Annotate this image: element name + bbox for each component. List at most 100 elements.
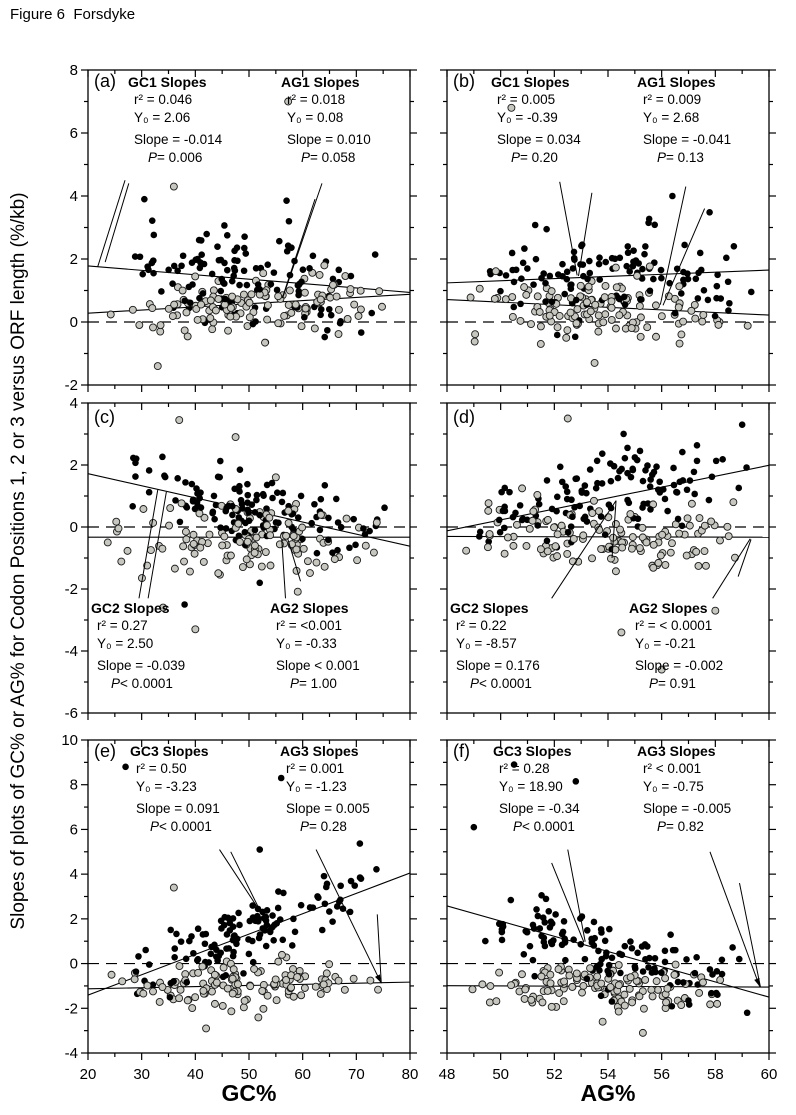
gc1-data-point: [188, 259, 196, 266]
ag1-data-point: [169, 182, 178, 191]
ag2-data-point: [320, 562, 329, 571]
ag3-data-point: [183, 996, 192, 1005]
gc2-data-point: [231, 485, 238, 493]
ag2-data-point: [180, 557, 188, 566]
ag2-data-point: [533, 490, 542, 499]
gc2-data-point: [212, 501, 220, 509]
gc2-data-point: [564, 528, 572, 536]
gc2-data-point: [624, 496, 631, 504]
gc3-data-point: [326, 908, 333, 915]
ag3-data-point: [699, 978, 707, 987]
gc3-data-point: [231, 932, 238, 939]
panel-a-overlay: (a) GC1 Slopes r² = 0.046 Y₀ = 2.06 Slope = …: [88, 70, 410, 385]
gc1-data-point: [639, 265, 646, 273]
gc3-data-point: [617, 969, 624, 977]
x-tick-label: 58: [707, 1066, 724, 1083]
gc1-data-point: [586, 257, 593, 265]
gc2-data-point: [499, 507, 507, 515]
ag2-data-point: [252, 533, 261, 542]
ag1-data-point: [274, 319, 283, 328]
ag2-data-point: [200, 513, 209, 522]
ag2-data-point: [588, 554, 596, 563]
gc2-data-point: [593, 457, 601, 465]
ag2-data-point: [231, 433, 240, 442]
regression-line-gc1: [447, 269, 769, 284]
stats-line: Y₀ = 0.08: [287, 109, 344, 125]
ag2-data-point: [117, 557, 126, 566]
gc2-data-point: [548, 505, 556, 513]
gc3-data-point: [572, 778, 580, 785]
ag3-data-point: [543, 987, 552, 995]
gc1-data-point: [336, 319, 344, 327]
ag1-data-point: [164, 304, 173, 313]
gc3-data-point: [213, 946, 220, 954]
gc2-data-point: [253, 496, 260, 504]
panel-b-plot: [440, 69, 776, 392]
ag2-data-point: [675, 529, 684, 538]
ag3-data-point: [191, 993, 200, 1002]
scatter-points: [468, 761, 751, 1037]
ag2-data-point: [685, 521, 694, 530]
panel-letter: (a): [94, 71, 116, 91]
gc3-data-point: [235, 909, 242, 917]
gc1-data-point: [267, 280, 275, 288]
gc1-data-point: [531, 221, 539, 229]
stats-line: r² = 0.27: [97, 618, 148, 634]
leader-line: [281, 539, 286, 599]
gc2-data-point: [708, 473, 716, 481]
ag3-data-point: [537, 972, 546, 981]
stats-line: Slope = -0.002: [635, 658, 724, 674]
gc3-data-point: [145, 961, 153, 968]
ag1-data-point: [284, 97, 293, 106]
gc2-data-point: [311, 500, 318, 508]
gc3-data-point: [531, 972, 538, 980]
ag3-data-point: [158, 983, 167, 991]
stats-p-line: P= 0.91: [635, 675, 723, 693]
p-label: P: [511, 149, 521, 165]
gc1-data-point: [241, 233, 248, 240]
ag2-data-point: [306, 569, 314, 577]
ag1-data-point: [615, 311, 624, 320]
gc1-data-point: [714, 271, 721, 279]
gc1-data-point: [646, 287, 654, 295]
gc2-data-point: [605, 501, 613, 509]
ag1-data-point: [651, 301, 660, 310]
gc1-data-point: [196, 264, 204, 272]
gc1-data-point: [178, 262, 185, 270]
ag3-data-point: [311, 982, 320, 991]
gc3-data-point: [249, 902, 256, 909]
gc3-data-point: [220, 921, 228, 929]
gc2-data-point: [598, 450, 606, 457]
p-label: P: [470, 675, 480, 691]
ag1-data-point: [691, 314, 700, 323]
gc3-data-point: [608, 998, 616, 1005]
gc2-data-point: [260, 492, 267, 500]
gc1-data-point: [371, 251, 379, 258]
ag3-data-point: [652, 977, 661, 986]
gc1-data-point: [301, 314, 308, 321]
gc2-data-point: [172, 497, 179, 504]
gc1-data-point: [543, 225, 550, 233]
gc2-data-point: [313, 549, 321, 557]
leader-line: [662, 208, 706, 306]
ag2-data-point: [462, 546, 471, 555]
ag1-data-point: [128, 305, 137, 314]
gc2-data-point: [501, 524, 508, 532]
gc3-data-point: [226, 919, 234, 927]
ag2-data-point: [312, 558, 321, 567]
stats-p-line: P< 0.0001: [456, 675, 540, 693]
stats-gc2-slopes: GC2 Slopes r² = 0.27 Y₀ = 2.50 Slope = -0.0…: [91, 599, 185, 692]
ag2-data-point: [661, 560, 670, 569]
p-label: P: [657, 149, 667, 165]
gc1-data-point: [170, 262, 178, 270]
stats-ag2-slopes: AG2 Slopes r² = <0.001 Y₀ = -0.33 Slope < 0…: [270, 599, 360, 692]
gc3-data-point: [729, 944, 736, 951]
ag2-data-point: [543, 515, 552, 524]
ag2-data-point: [657, 665, 666, 674]
leader-line: [104, 183, 130, 263]
gc3-data-point: [229, 915, 237, 922]
gc1-data-point: [602, 258, 610, 266]
gc2-data-point: [534, 522, 542, 529]
ag1-data-point: [643, 323, 652, 332]
ag1-data-point: [149, 323, 157, 332]
